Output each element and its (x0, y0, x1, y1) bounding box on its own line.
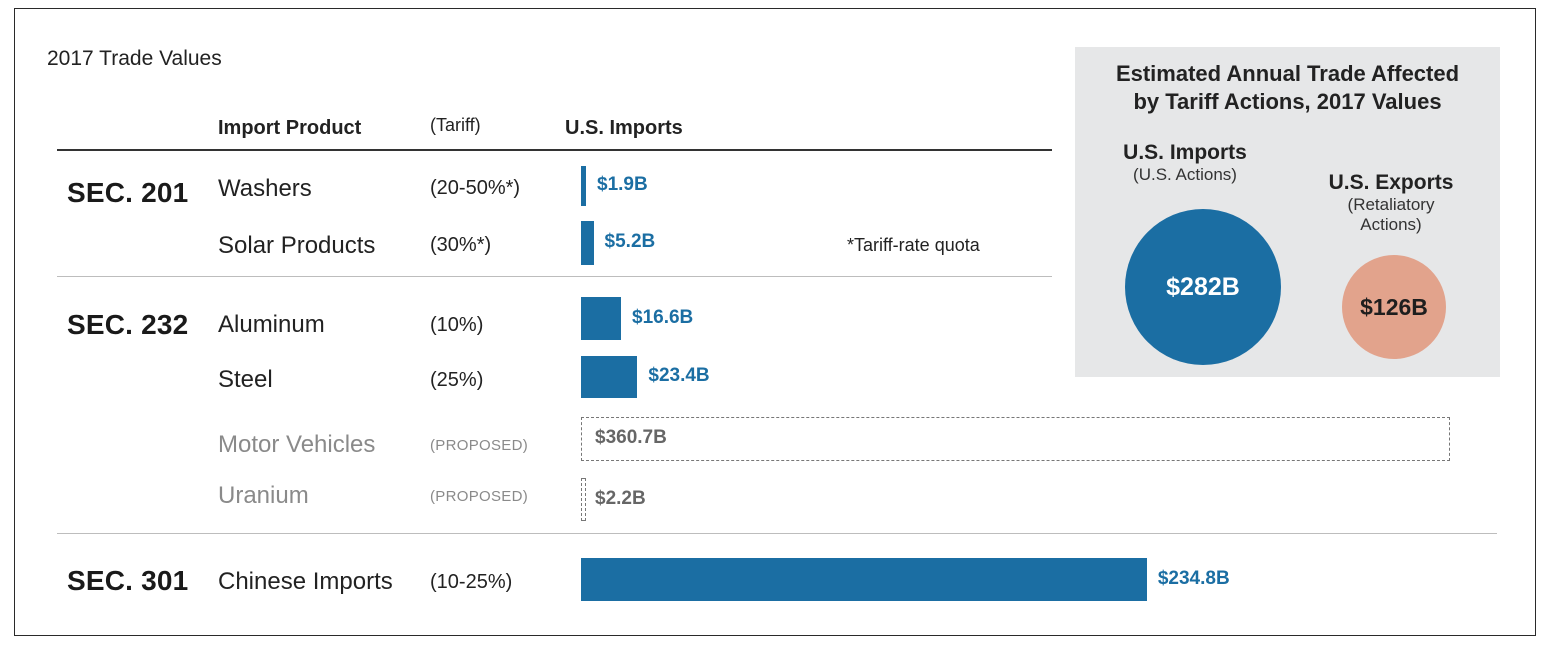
bar-aluminum (581, 297, 621, 340)
imports-circle-subtitle: (U.S. Actions) (1133, 165, 1237, 184)
value-label-steel: $23.4B (648, 365, 710, 386)
row-product-uranium: Uranium (218, 482, 309, 509)
chart-subtitle: 2017 Trade Values (47, 47, 222, 70)
value-label-solar-products: $5.2B (604, 231, 656, 252)
row-tariff-motor-vehicles: (PROPOSED) (430, 437, 529, 454)
section-label-sec-232: SEC. 232 (67, 309, 189, 340)
panel-title-line-1: Estimated Annual Trade Affected (1115, 61, 1460, 86)
bar-motor-vehicles (581, 417, 1451, 461)
row-tariff-uranium: (PROPOSED) (430, 488, 529, 505)
summary-panel: Estimated Annual Trade Affected by Tarif… (1075, 47, 1500, 377)
panel-title-line-2: by Tariff Actions, 2017 Values (1133, 89, 1442, 114)
row-product-chinese-imports: Chinese Imports (218, 568, 393, 595)
bar-steel (581, 356, 638, 398)
bar-uranium (581, 478, 587, 521)
header-rule (57, 149, 1052, 151)
value-label-motor-vehicles: $360.7B (595, 427, 667, 448)
row-product-motor-vehicles: Motor Vehicles (218, 431, 376, 458)
chart-frame: 2017 Trade Values Import Product (Tariff… (14, 8, 1536, 636)
row-tariff-washers: (20-50%*) (430, 177, 521, 199)
exports-circle: $126B (1342, 255, 1446, 359)
row-tariff-aluminum: (10%) (430, 314, 484, 336)
section-label-sec-201: SEC. 201 (67, 177, 189, 208)
imports-circle-title: U.S. Imports (1123, 141, 1247, 164)
exports-circle-value: $126B (1360, 293, 1428, 320)
imports-circle-value: $282B (1166, 272, 1240, 301)
bar-washers (581, 166, 586, 206)
exports-circle-title: U.S. Exports (1328, 171, 1454, 194)
footnote-tariff-rate-quota: *Tariff-rate quota (847, 235, 980, 255)
row-product-steel: Steel (218, 366, 273, 393)
row-tariff-chinese-imports: (10-25%) (430, 571, 513, 593)
value-label-aluminum: $16.6B (632, 306, 694, 328)
column-header-tariff: (Tariff) (430, 115, 481, 135)
row-product-aluminum: Aluminum (218, 311, 325, 338)
column-header-product: Import Product (218, 117, 362, 139)
exports-circle-subtitle-1: (Retaliatory (1347, 195, 1435, 214)
value-label-uranium: $2.2B (595, 487, 646, 509)
row-product-solar: Solar Products (218, 232, 376, 259)
bar-solar-products (581, 221, 594, 265)
value-label-washers: $1.9B (597, 174, 648, 195)
row-tariff-steel: (25%) (430, 369, 484, 391)
exports-circle-subtitle-2: Actions) (1360, 215, 1422, 234)
section-label-sec-301: SEC. 301 (67, 565, 189, 596)
section-divider-1 (57, 276, 1052, 277)
value-label-chinese-imports: $234.8B (1157, 567, 1230, 589)
row-product-washers: Washers (218, 175, 312, 202)
bar-chinese-imports (581, 558, 1147, 601)
imports-circle: $282B (1125, 209, 1281, 365)
column-header-imports: U.S. Imports (565, 117, 683, 139)
row-tariff-solar: (30%*) (430, 234, 492, 256)
section-divider-2 (57, 533, 1497, 534)
